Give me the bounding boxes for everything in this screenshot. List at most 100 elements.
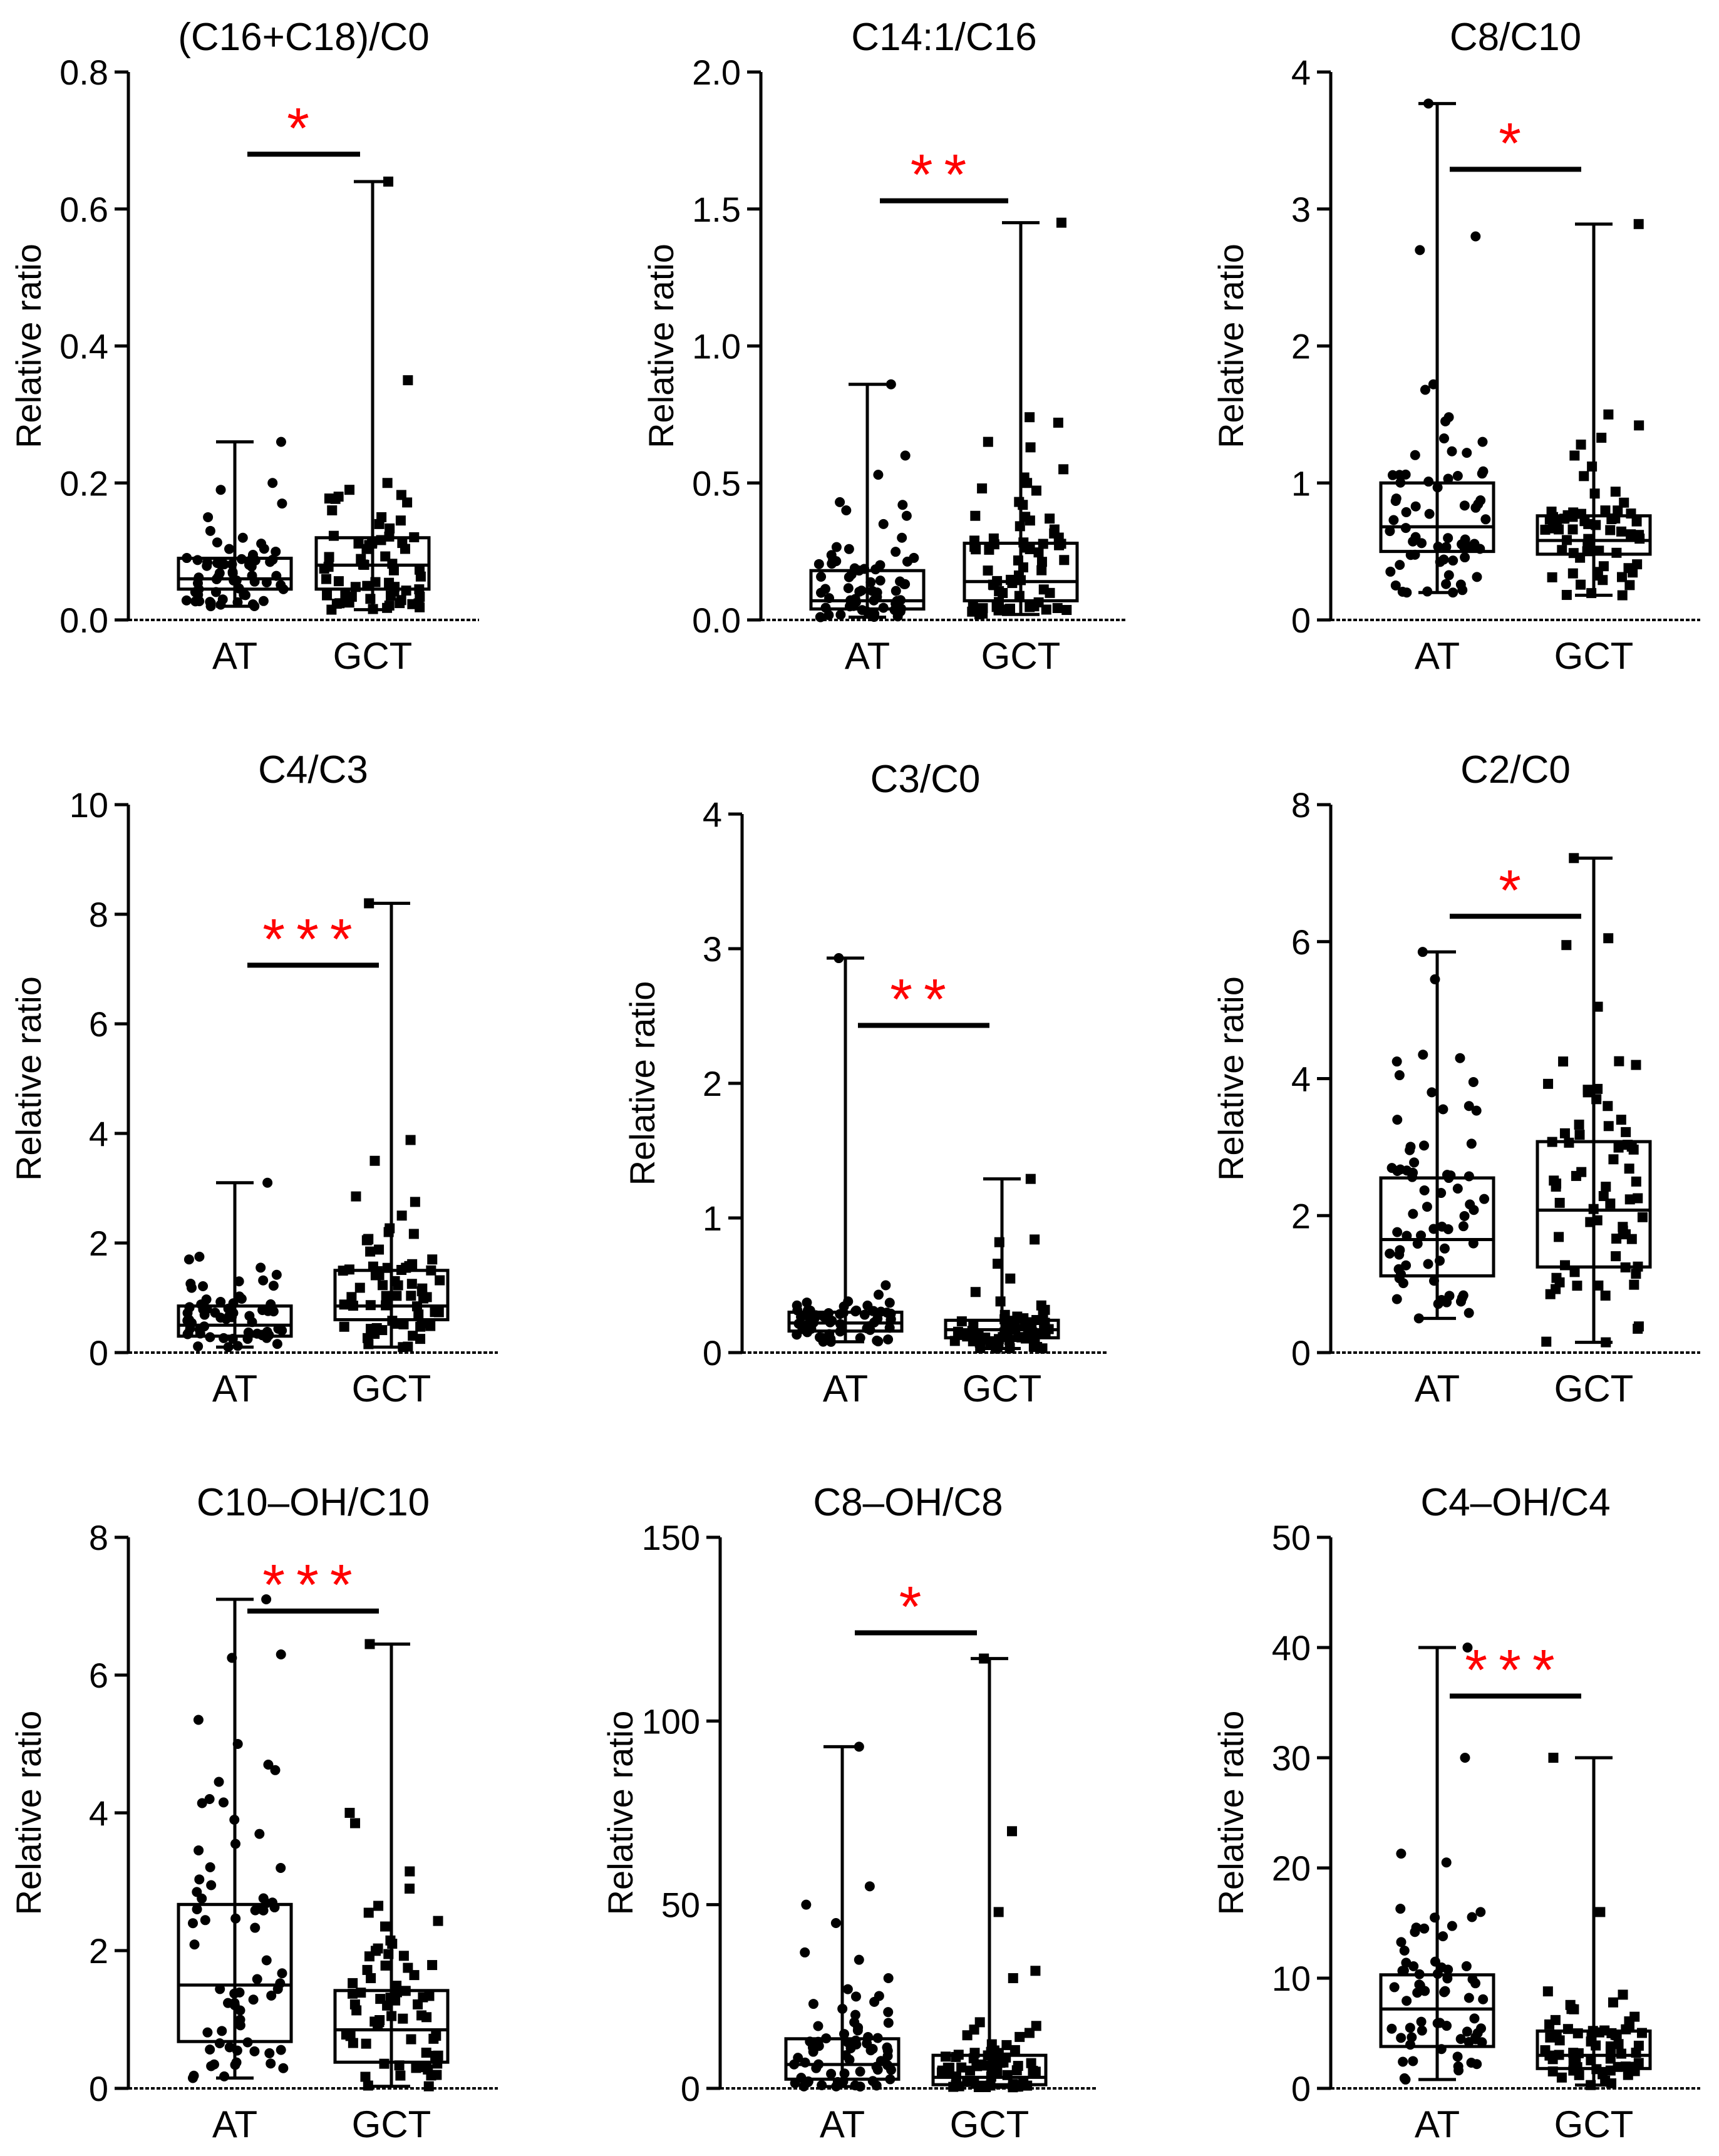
data-point xyxy=(427,1254,438,1265)
data-point xyxy=(1613,2039,1624,2050)
box-gct xyxy=(1536,219,1652,601)
data-point xyxy=(1568,548,1579,559)
data-point xyxy=(1591,2040,1601,2051)
data-point xyxy=(897,500,908,510)
data-point xyxy=(837,2003,848,2014)
data-point xyxy=(1628,567,1638,578)
data-point xyxy=(1417,2025,1427,2036)
box-iqr xyxy=(333,1989,450,2064)
data-point xyxy=(1547,572,1557,582)
data-point xyxy=(267,478,278,488)
data-point xyxy=(1478,1994,1489,2004)
data-point xyxy=(831,542,842,552)
data-point xyxy=(1009,2045,1020,2055)
data-point xyxy=(256,539,267,549)
data-point xyxy=(277,1968,287,1979)
data-point xyxy=(1053,418,1063,428)
data-point xyxy=(1392,1115,1403,1125)
data-point xyxy=(276,580,286,591)
box-gct xyxy=(944,1173,1060,1354)
data-point xyxy=(1624,1163,1634,1174)
y-tick-label: 0.5 xyxy=(692,463,741,503)
x-tick-label: GCT xyxy=(963,1368,1042,1410)
data-point xyxy=(895,576,906,587)
data-point xyxy=(206,1880,217,1890)
y-tick-label: 3 xyxy=(1291,190,1311,229)
data-point xyxy=(391,1291,402,1301)
data-point xyxy=(1475,2023,1486,2034)
data-point xyxy=(403,375,413,386)
data-point xyxy=(1033,547,1044,558)
data-point xyxy=(1395,1904,1406,1914)
data-point xyxy=(835,609,846,620)
data-point xyxy=(387,1939,398,1949)
data-point xyxy=(250,1922,261,1933)
chart-title: C3/C0 xyxy=(870,758,981,801)
data-point xyxy=(1632,559,1643,570)
data-point xyxy=(365,594,376,604)
data-point xyxy=(261,1594,272,1604)
data-point xyxy=(1458,1290,1469,1301)
data-point xyxy=(1443,473,1453,484)
data-point xyxy=(432,2058,443,2069)
data-point xyxy=(800,2057,810,2068)
box-gct xyxy=(1536,1753,1652,2090)
data-point xyxy=(1394,1070,1405,1081)
data-point xyxy=(1620,1262,1631,1272)
data-point xyxy=(1389,1982,1400,1993)
data-point xyxy=(869,612,879,622)
data-point xyxy=(956,2062,967,2073)
data-point xyxy=(883,2018,894,2028)
data-point xyxy=(202,557,213,568)
box-gct xyxy=(314,177,431,615)
data-point xyxy=(1395,477,1406,488)
data-point xyxy=(1045,513,1055,524)
data-point xyxy=(1443,570,1454,580)
data-point xyxy=(849,2017,860,2028)
data-point xyxy=(865,577,876,587)
box-at xyxy=(177,1177,293,1353)
data-point xyxy=(1616,526,1627,537)
y-tick-label: 40 xyxy=(1272,1628,1311,1668)
data-point xyxy=(409,532,420,542)
data-point xyxy=(844,601,855,612)
data-point xyxy=(276,2045,286,2055)
data-point xyxy=(1591,520,1601,530)
data-point xyxy=(182,1315,193,1326)
data-point xyxy=(892,611,903,622)
data-point xyxy=(993,1907,1004,1917)
y-axis-label: Relative ratio xyxy=(9,976,48,1181)
box-at xyxy=(1379,1643,1495,2085)
data-point xyxy=(415,602,425,612)
data-point xyxy=(1592,1215,1603,1225)
data-point xyxy=(988,533,999,544)
data-point xyxy=(804,1320,815,1331)
data-point xyxy=(406,2034,416,2045)
data-point xyxy=(1037,1343,1048,1354)
data-point xyxy=(384,531,395,542)
data-point xyxy=(1569,1267,1580,1277)
x-tick-label: GCT xyxy=(352,1368,431,1410)
y-tick-label: 50 xyxy=(661,1885,700,1925)
data-point xyxy=(1041,604,1051,615)
data-point xyxy=(1634,420,1644,431)
data-point xyxy=(426,2070,436,2081)
data-point xyxy=(823,610,834,621)
data-point xyxy=(1018,500,1028,510)
data-point xyxy=(861,606,872,617)
data-point xyxy=(1588,1204,1599,1214)
data-point xyxy=(264,2048,275,2058)
data-point xyxy=(1603,1121,1614,1132)
data-point xyxy=(1008,2082,1018,2093)
data-point xyxy=(271,570,282,581)
data-point xyxy=(421,1292,432,1302)
data-point xyxy=(1611,1234,1622,1244)
data-point xyxy=(348,1978,358,1988)
data-point xyxy=(1399,1946,1410,1956)
box-gct xyxy=(333,898,450,1353)
data-point xyxy=(381,1291,391,1301)
data-point xyxy=(391,1981,402,1991)
data-point xyxy=(344,485,355,495)
data-point xyxy=(415,571,426,582)
